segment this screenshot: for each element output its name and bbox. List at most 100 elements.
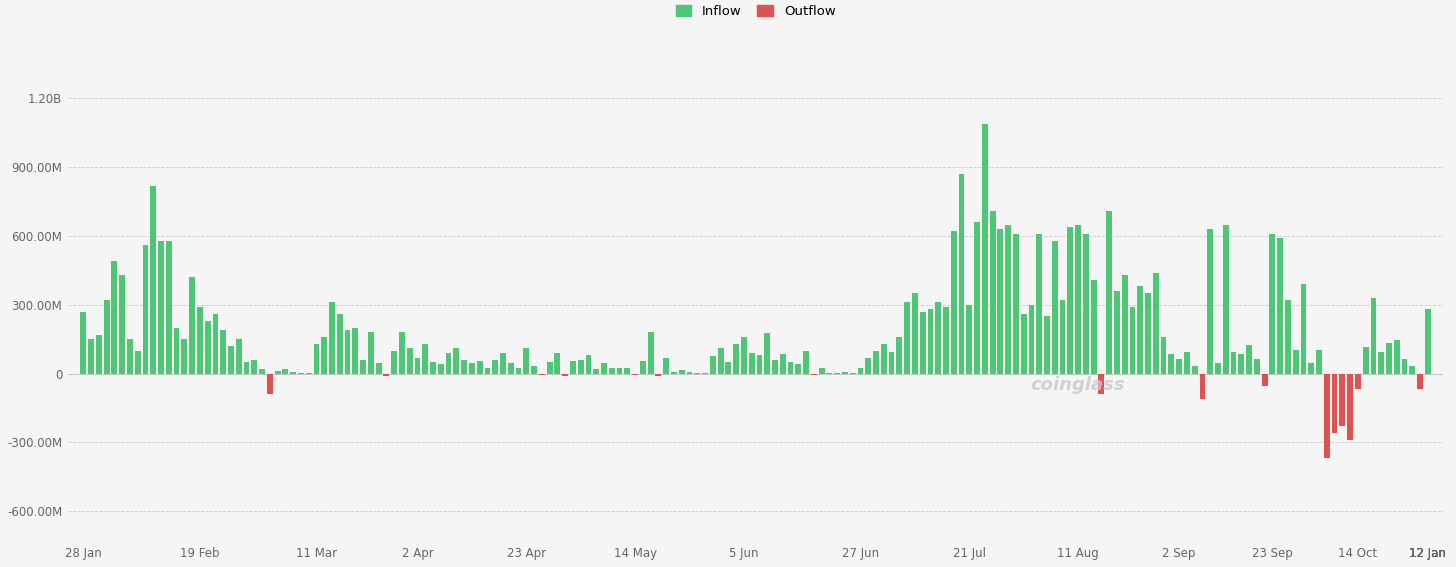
Bar xyxy=(290,373,296,374)
Bar xyxy=(1379,352,1385,374)
Bar xyxy=(920,312,926,374)
Legend: Inflow, Outflow: Inflow, Outflow xyxy=(671,1,840,22)
Bar xyxy=(368,332,374,374)
Bar xyxy=(406,348,412,374)
Bar xyxy=(911,293,917,374)
Bar xyxy=(266,374,272,394)
Bar xyxy=(695,373,700,374)
Bar xyxy=(1370,298,1376,374)
Bar xyxy=(1402,359,1408,374)
Bar xyxy=(80,312,86,374)
Bar xyxy=(345,330,351,374)
Bar xyxy=(757,356,763,374)
Bar xyxy=(609,368,614,374)
Bar xyxy=(150,185,156,374)
Bar xyxy=(1137,286,1143,374)
Bar xyxy=(89,339,95,374)
Bar xyxy=(601,363,607,374)
Bar xyxy=(997,229,1003,374)
Bar xyxy=(1270,234,1275,374)
Bar xyxy=(1075,225,1080,374)
Bar xyxy=(1356,374,1361,388)
Bar xyxy=(1300,284,1306,374)
Bar xyxy=(865,358,871,374)
Bar xyxy=(1409,366,1415,374)
Bar xyxy=(741,337,747,374)
Bar xyxy=(764,333,770,374)
Bar xyxy=(213,314,218,374)
Bar xyxy=(462,360,467,374)
Bar xyxy=(811,374,817,375)
Bar xyxy=(827,373,833,374)
Bar xyxy=(96,335,102,374)
Bar xyxy=(1324,374,1329,459)
Bar xyxy=(1021,314,1026,374)
Bar xyxy=(1207,229,1213,374)
Bar xyxy=(1107,211,1112,374)
Bar xyxy=(555,353,561,374)
Bar xyxy=(1060,300,1066,374)
Bar xyxy=(1393,340,1399,374)
Bar xyxy=(617,368,623,374)
Bar xyxy=(687,372,693,374)
Bar xyxy=(1277,238,1283,374)
Bar xyxy=(275,371,281,374)
Bar xyxy=(1230,352,1236,374)
Bar xyxy=(220,330,226,374)
Bar xyxy=(485,368,491,374)
Bar xyxy=(476,361,482,374)
Bar xyxy=(546,362,552,374)
Bar xyxy=(1121,275,1127,374)
Bar xyxy=(1239,354,1245,374)
Bar xyxy=(1316,349,1322,374)
Bar xyxy=(664,358,670,374)
Bar xyxy=(1176,359,1182,374)
Bar xyxy=(711,357,716,374)
Bar xyxy=(1098,374,1104,394)
Bar xyxy=(252,360,258,374)
Bar xyxy=(492,360,498,374)
Bar xyxy=(453,348,459,374)
Bar xyxy=(1309,363,1315,374)
Bar xyxy=(1293,349,1299,374)
Bar xyxy=(1184,352,1190,374)
Bar xyxy=(1386,342,1392,374)
Bar xyxy=(515,368,521,374)
Bar xyxy=(585,356,591,374)
Bar xyxy=(888,352,894,374)
Bar xyxy=(935,303,941,374)
Bar xyxy=(236,339,242,374)
Bar xyxy=(1168,354,1175,374)
Bar xyxy=(259,369,265,374)
Text: coinglass: coinglass xyxy=(1031,375,1125,393)
Bar xyxy=(159,240,165,374)
Bar xyxy=(1114,291,1120,374)
Bar xyxy=(112,261,118,374)
Bar xyxy=(143,245,149,374)
Bar xyxy=(795,365,801,374)
Bar xyxy=(392,350,397,374)
Bar xyxy=(1254,359,1259,374)
Bar xyxy=(780,354,786,374)
Bar xyxy=(788,362,794,374)
Bar xyxy=(182,339,188,374)
Bar xyxy=(430,362,435,374)
Bar xyxy=(1013,234,1019,374)
Bar xyxy=(197,307,202,374)
Bar xyxy=(539,374,545,375)
Bar xyxy=(974,222,980,374)
Bar xyxy=(383,374,389,376)
Bar xyxy=(523,348,529,374)
Bar xyxy=(594,369,600,374)
Bar xyxy=(772,360,778,374)
Bar xyxy=(298,373,304,374)
Bar xyxy=(1051,240,1057,374)
Bar xyxy=(1262,374,1268,386)
Bar xyxy=(1028,305,1034,374)
Bar xyxy=(562,374,568,376)
Bar xyxy=(648,332,654,374)
Bar xyxy=(1160,337,1166,374)
Bar xyxy=(1332,374,1338,433)
Bar xyxy=(229,346,234,374)
Bar xyxy=(734,344,740,374)
